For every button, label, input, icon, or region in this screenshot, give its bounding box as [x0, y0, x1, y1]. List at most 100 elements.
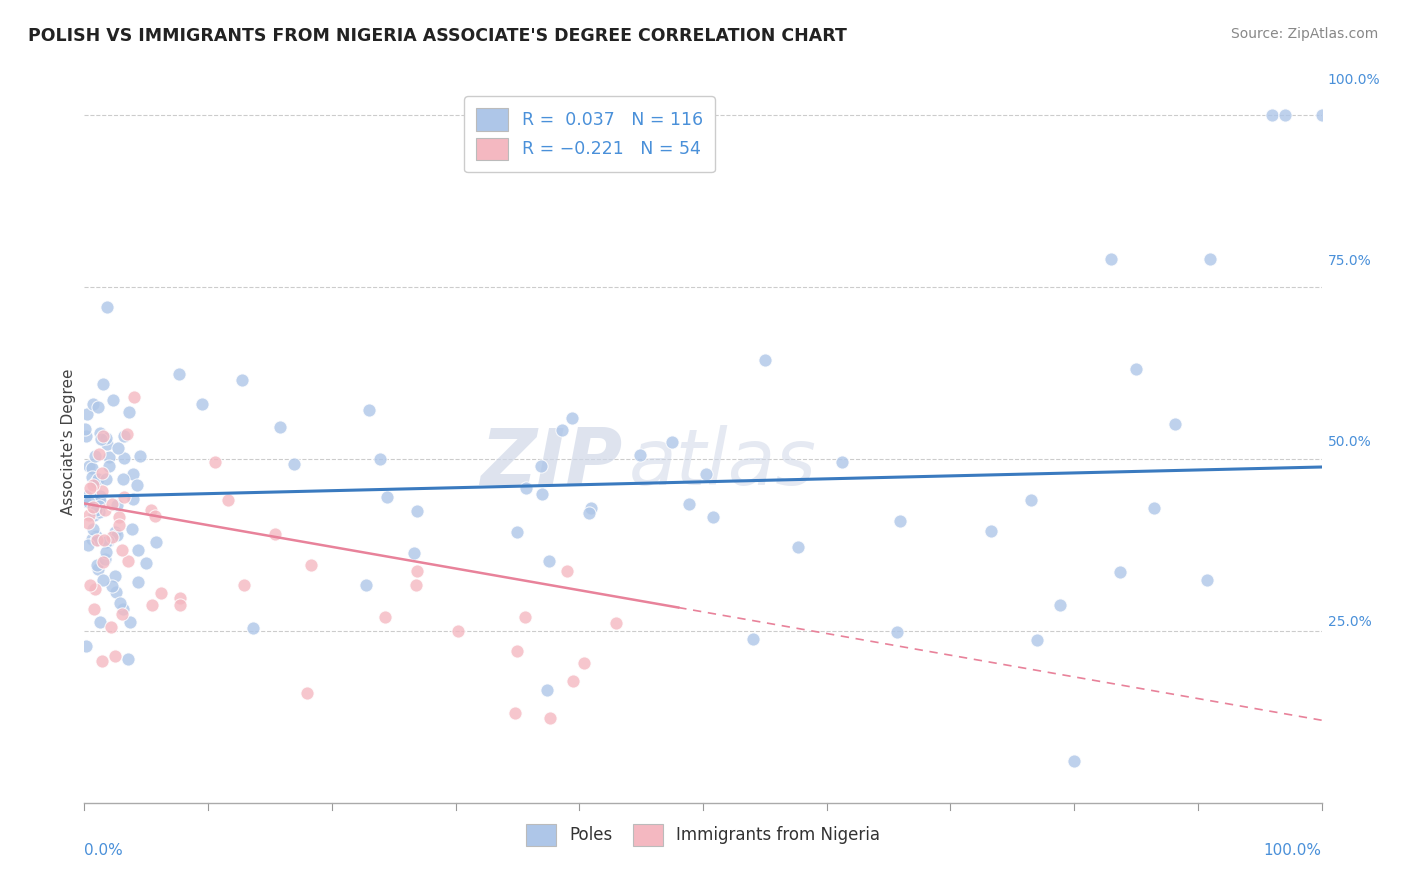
Point	[579, 501, 602, 516]
Point	[96, 472, 118, 486]
Point	[104, 648, 127, 663]
Point	[538, 711, 561, 725]
Point	[94, 535, 117, 549]
Point	[122, 390, 145, 404]
Point	[89, 505, 111, 519]
Point	[299, 558, 322, 572]
Point	[1310, 108, 1333, 122]
Point	[84, 528, 107, 542]
Text: 25.0%: 25.0%	[1327, 615, 1372, 629]
Point	[786, 540, 808, 554]
Point	[104, 585, 127, 599]
Point	[1109, 565, 1132, 579]
Point	[86, 558, 108, 573]
Point	[91, 573, 114, 587]
Point	[628, 448, 651, 462]
Point	[87, 472, 110, 486]
Point	[76, 538, 98, 552]
Point	[695, 467, 717, 481]
Point	[117, 426, 139, 441]
Point	[112, 429, 135, 443]
Point	[295, 686, 318, 700]
Point	[94, 545, 117, 559]
Point	[89, 499, 111, 513]
Point	[574, 656, 596, 670]
Point	[402, 546, 425, 560]
Point	[242, 621, 264, 635]
Point	[121, 522, 143, 536]
Point	[110, 607, 132, 622]
Point	[111, 542, 134, 557]
Point	[94, 503, 117, 517]
Point	[661, 434, 683, 449]
Point	[1274, 108, 1296, 122]
Point	[447, 624, 470, 639]
Point	[269, 419, 291, 434]
Point	[97, 459, 120, 474]
Point	[127, 575, 149, 590]
Point	[100, 620, 122, 634]
Point	[217, 492, 239, 507]
Point	[127, 542, 149, 557]
Point	[77, 516, 100, 530]
Point	[354, 578, 377, 592]
Point	[79, 482, 101, 496]
Point	[374, 610, 396, 624]
Point	[77, 458, 100, 473]
Point	[86, 401, 108, 415]
Y-axis label: Associate's Degree: Associate's Degree	[60, 368, 76, 515]
Point	[1099, 252, 1122, 267]
Point	[754, 353, 776, 368]
Point	[90, 484, 112, 499]
Point	[96, 437, 118, 451]
Point	[141, 503, 163, 517]
Point	[375, 490, 398, 504]
Point	[1199, 252, 1222, 267]
Point	[91, 654, 114, 668]
Point	[357, 403, 380, 417]
Point	[169, 367, 191, 381]
Point	[87, 561, 110, 575]
Point	[406, 504, 429, 518]
Point	[75, 494, 97, 508]
Point	[79, 578, 101, 592]
Point	[368, 451, 391, 466]
Point	[204, 455, 226, 469]
Point	[127, 477, 149, 491]
Point	[118, 405, 141, 419]
Point	[1163, 417, 1185, 431]
Point	[77, 508, 100, 523]
Point	[150, 585, 173, 599]
Text: atlas: atlas	[628, 425, 817, 501]
Text: 50.0%: 50.0%	[1327, 434, 1372, 449]
Point	[82, 522, 104, 536]
Point	[83, 602, 105, 616]
Point	[702, 510, 724, 524]
Point	[84, 449, 107, 463]
Point	[122, 467, 145, 481]
Point	[118, 615, 141, 629]
Point	[283, 457, 305, 471]
Point	[141, 598, 163, 612]
Point	[75, 639, 97, 653]
Point	[104, 525, 127, 540]
Point	[93, 533, 115, 547]
Point	[128, 449, 150, 463]
Point	[169, 591, 191, 606]
Point	[1063, 755, 1085, 769]
Point	[264, 527, 287, 541]
Point	[84, 582, 107, 596]
Point	[100, 530, 122, 544]
Point	[86, 533, 108, 547]
Point	[76, 408, 98, 422]
Point	[107, 441, 129, 455]
Point	[678, 497, 700, 511]
Point	[135, 556, 157, 570]
Point	[112, 451, 135, 466]
Point	[97, 450, 120, 464]
Point	[190, 397, 212, 411]
Point	[1143, 501, 1166, 516]
Point	[94, 552, 117, 566]
Point	[107, 517, 129, 532]
Point	[89, 425, 111, 440]
